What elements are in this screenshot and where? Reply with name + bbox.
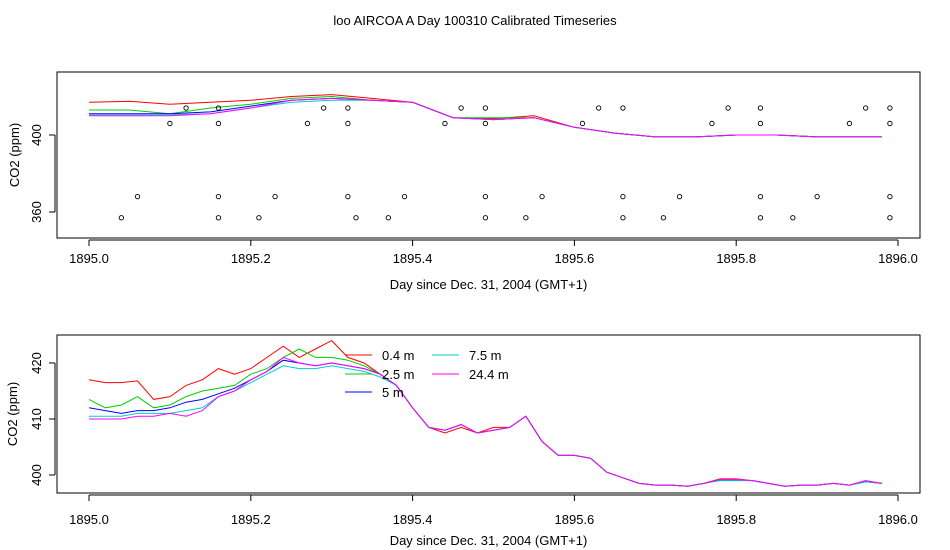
data-point — [814, 193, 820, 200]
x-tick-label: 1895.2 — [231, 512, 271, 527]
top-series-lines — [88, 94, 882, 138]
x-tick-label: 1896.0 — [878, 251, 918, 266]
data-point — [757, 215, 764, 221]
data-point — [539, 193, 545, 200]
series-line-7-5-m — [89, 365, 882, 487]
data-point — [482, 105, 489, 111]
data-point — [442, 120, 448, 127]
data-point — [620, 193, 626, 200]
data-point — [887, 215, 893, 221]
data-point — [790, 215, 796, 221]
figure-title: loo AIRCOA A Day 100310 Calibrated Times… — [333, 13, 617, 28]
data-point — [482, 120, 489, 127]
x-tick-label: 1895.0 — [69, 251, 109, 266]
data-point — [256, 215, 262, 221]
bottom-x-axis-label: Day since Dec. 31, 2004 (GMT+1) — [390, 533, 588, 548]
data-point — [620, 215, 626, 221]
top-points — [118, 105, 893, 221]
series-line-0 — [88, 94, 882, 138]
bottom-x-ticks: 1895.0 1895.2 1895.4 1895.6 1895.8 1896.0 — [69, 494, 918, 527]
data-point — [345, 105, 351, 111]
top-x-ticks: 1895.0 1895.2 1895.4 1895.6 1895.8 1896.0 — [69, 239, 918, 266]
data-point — [660, 215, 667, 221]
data-point — [620, 105, 626, 111]
data-point — [401, 193, 408, 200]
y-tick-label: 400 — [29, 464, 44, 486]
data-point — [183, 105, 189, 111]
top-plot-frame — [56, 71, 921, 239]
x-tick-label: 1895.8 — [716, 251, 756, 266]
legend-label: 24.4 m — [469, 367, 509, 382]
data-point — [523, 215, 529, 221]
data-point — [709, 120, 715, 127]
data-point — [846, 120, 853, 127]
data-point — [676, 193, 683, 200]
legend: 0.4 m 2.5 m 5 m 7.5 m 24.4 m — [345, 348, 509, 400]
data-point — [887, 193, 893, 200]
data-point — [118, 215, 125, 221]
top-y-axis-label: CO2 (ppm) — [7, 123, 22, 187]
data-point — [345, 120, 351, 127]
data-point — [345, 193, 351, 200]
data-point — [167, 120, 173, 127]
x-tick-label: 1896.0 — [878, 512, 918, 527]
top-x-axis-label: Day since Dec. 31, 2004 (GMT+1) — [390, 277, 588, 292]
bottom-y-axis-label: CO2 (ppm) — [5, 382, 20, 446]
x-tick-label: 1895.8 — [716, 512, 756, 527]
data-point — [579, 120, 586, 127]
x-tick-label: 1895.2 — [231, 251, 271, 266]
y-tick-label: 420 — [29, 352, 44, 374]
x-tick-label: 1895.0 — [69, 512, 109, 527]
data-point — [757, 193, 764, 200]
top-y-ticks: 360 400 — [29, 124, 56, 223]
y-tick-label: 410 — [29, 408, 44, 430]
legend-label: 0.4 m — [382, 348, 415, 363]
series-line-24-4-m — [89, 356, 882, 487]
data-point — [215, 193, 222, 200]
data-point — [862, 105, 869, 111]
data-point — [134, 193, 141, 200]
data-point — [385, 215, 391, 221]
bottom-series-lines — [88, 339, 882, 487]
series-line-4 — [89, 97, 882, 138]
x-tick-label: 1895.4 — [393, 251, 433, 266]
x-tick-label: 1895.6 — [555, 251, 595, 266]
x-tick-label: 1895.4 — [393, 512, 433, 527]
data-point — [757, 120, 764, 127]
bottom-panel: 1895.0 1895.2 1895.4 1895.6 1895.8 1896.0 400… — [5, 334, 921, 548]
y-tick-label: 360 — [29, 201, 44, 223]
data-point — [725, 105, 731, 111]
data-point — [304, 120, 311, 127]
data-point — [215, 215, 222, 221]
data-point — [353, 215, 359, 221]
data-point — [272, 193, 278, 200]
data-point — [887, 120, 893, 127]
data-point — [757, 105, 764, 111]
data-point — [887, 105, 893, 111]
y-tick-label: 400 — [29, 124, 44, 146]
legend-label: 7.5 m — [469, 348, 502, 363]
legend-label: 5 m — [382, 385, 404, 400]
bottom-plot-frame — [56, 334, 921, 494]
data-point — [458, 105, 464, 111]
top-panel: 1895.0 1895.2 1895.4 1895.6 1895.8 1896.0 360… — [7, 71, 921, 292]
legend-label: 2.5 m — [382, 367, 415, 382]
bottom-y-ticks: 400 410 420 — [29, 352, 56, 486]
data-point — [482, 215, 489, 221]
data-point — [482, 193, 489, 200]
data-point — [596, 105, 602, 111]
data-point — [215, 105, 222, 111]
data-point — [320, 105, 327, 111]
x-tick-label: 1895.6 — [555, 512, 595, 527]
data-point — [215, 120, 222, 127]
